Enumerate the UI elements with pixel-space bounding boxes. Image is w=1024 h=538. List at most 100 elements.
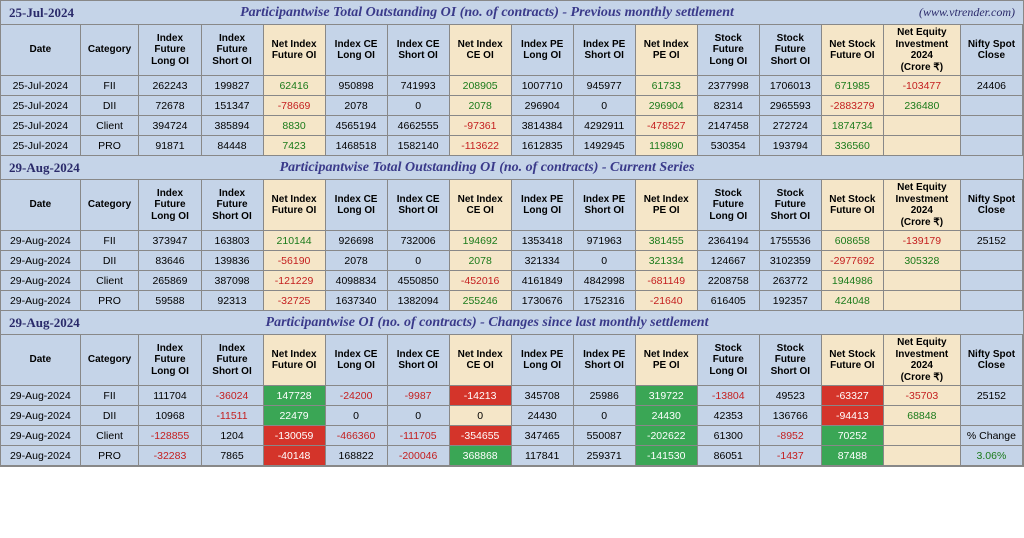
data-cell: 91871 <box>139 136 201 156</box>
col-header: Index CELong OI <box>325 180 387 231</box>
data-cell: 3.06% <box>960 446 1022 466</box>
data-cell: 671985 <box>821 76 883 96</box>
data-cell: 111704 <box>139 386 201 406</box>
data-cell: 1755536 <box>759 231 821 251</box>
data-cell: 4098834 <box>325 271 387 291</box>
data-cell: 29-Aug-2024 <box>1 386 80 406</box>
data-cell: 272724 <box>759 116 821 136</box>
col-header: Net EquityInvestment2024(Crore ₹) <box>883 180 960 231</box>
oi-table: DateCategoryIndexFutureLong OIIndexFutur… <box>1 180 1023 311</box>
data-cell: 2078 <box>325 251 387 271</box>
data-cell: 25-Jul-2024 <box>1 96 80 116</box>
col-header: Index PELong OI <box>511 25 573 76</box>
col-header: StockFutureLong OI <box>697 25 759 76</box>
data-cell: 192357 <box>759 291 821 311</box>
data-cell: 1382094 <box>387 291 449 311</box>
data-cell: 347465 <box>511 426 573 446</box>
data-cell: PRO <box>80 136 139 156</box>
data-cell: 424048 <box>821 291 883 311</box>
data-cell: -21640 <box>635 291 697 311</box>
data-cell: 1007710 <box>511 76 573 96</box>
col-header: StockFutureShort OI <box>759 180 821 231</box>
data-cell: 136766 <box>759 406 821 426</box>
data-cell: -56190 <box>263 251 325 271</box>
data-cell: 59588 <box>139 291 201 311</box>
data-cell: PRO <box>80 446 139 466</box>
data-cell: 29-Aug-2024 <box>1 426 80 446</box>
data-cell: 608658 <box>821 231 883 251</box>
data-cell: 139836 <box>201 251 263 271</box>
data-cell <box>960 406 1022 426</box>
col-header: Nifty SpotClose <box>960 335 1022 386</box>
section-date: 25-Jul-2024 <box>9 5 99 21</box>
data-cell: 0 <box>387 406 449 426</box>
data-cell: 25-Jul-2024 <box>1 136 80 156</box>
data-row: 29-Aug-2024DII83646139836-56190207802078… <box>1 251 1023 271</box>
data-cell: 387098 <box>201 271 263 291</box>
col-header: Index CELong OI <box>325 335 387 386</box>
data-cell: 22479 <box>263 406 325 426</box>
col-header: Category <box>80 180 139 231</box>
data-cell: 4292911 <box>573 116 635 136</box>
col-header: StockFutureLong OI <box>697 335 759 386</box>
data-cell: 29-Aug-2024 <box>1 251 80 271</box>
data-cell: -97361 <box>449 116 511 136</box>
data-cell: 0 <box>387 96 449 116</box>
data-row: 29-Aug-2024FII37394716380321014492669873… <box>1 231 1023 251</box>
data-cell: 2078 <box>449 96 511 116</box>
col-header: StockFutureShort OI <box>759 25 821 76</box>
data-cell: 305328 <box>883 251 960 271</box>
data-cell: 24430 <box>511 406 573 426</box>
data-cell: -200046 <box>387 446 449 466</box>
data-cell: 2078 <box>449 251 511 271</box>
data-cell: 7865 <box>201 446 263 466</box>
col-header: Net IndexPE OI <box>635 180 697 231</box>
data-cell: 1204 <box>201 426 263 446</box>
col-header: Net StockFuture OI <box>821 180 883 231</box>
data-cell: -40148 <box>263 446 325 466</box>
data-cell: PRO <box>80 291 139 311</box>
data-cell: -94413 <box>821 406 883 426</box>
data-cell: 25152 <box>960 231 1022 251</box>
col-header: Date <box>1 335 80 386</box>
data-cell: 0 <box>573 96 635 116</box>
data-cell: 1353418 <box>511 231 573 251</box>
data-cell: 373947 <box>139 231 201 251</box>
section-title-row: 29-Aug-2024Participantwise Total Outstan… <box>1 156 1023 180</box>
data-cell: 29-Aug-2024 <box>1 291 80 311</box>
data-row: 25-Jul-2024FII26224319982762416950898741… <box>1 76 1023 96</box>
data-cell: 84448 <box>201 136 263 156</box>
data-cell: 210144 <box>263 231 325 251</box>
data-cell: 1730676 <box>511 291 573 311</box>
col-header: Net IndexPE OI <box>635 25 697 76</box>
data-cell <box>960 291 1022 311</box>
data-cell: 193794 <box>759 136 821 156</box>
section-title-row: 25-Jul-2024Participantwise Total Outstan… <box>1 1 1023 25</box>
col-header: StockFutureLong OI <box>697 180 759 231</box>
data-cell: 530354 <box>697 136 759 156</box>
data-cell: -354655 <box>449 426 511 446</box>
data-cell <box>883 291 960 311</box>
data-cell: 42353 <box>697 406 759 426</box>
data-cell: 24430 <box>635 406 697 426</box>
section-title: Participantwise OI (no. of contracts) - … <box>99 315 875 331</box>
data-cell: -35703 <box>883 386 960 406</box>
data-cell: 86051 <box>697 446 759 466</box>
data-cell: 87488 <box>821 446 883 466</box>
data-cell: Client <box>80 426 139 446</box>
data-row: 25-Jul-2024PRO91871844487423146851815821… <box>1 136 1023 156</box>
data-cell: -2977692 <box>821 251 883 271</box>
data-cell: 168822 <box>325 446 387 466</box>
data-cell: 199827 <box>201 76 263 96</box>
data-cell: 117841 <box>511 446 573 466</box>
data-cell: 0 <box>387 251 449 271</box>
data-cell <box>960 271 1022 291</box>
data-cell: 83646 <box>139 251 201 271</box>
section-date: 29-Aug-2024 <box>9 315 99 331</box>
col-header: IndexFutureLong OI <box>139 25 201 76</box>
data-cell: -78669 <box>263 96 325 116</box>
col-header: IndexFutureShort OI <box>201 180 263 231</box>
col-header: Date <box>1 25 80 76</box>
data-cell: 1874734 <box>821 116 883 136</box>
col-header: Net IndexCE OI <box>449 335 511 386</box>
